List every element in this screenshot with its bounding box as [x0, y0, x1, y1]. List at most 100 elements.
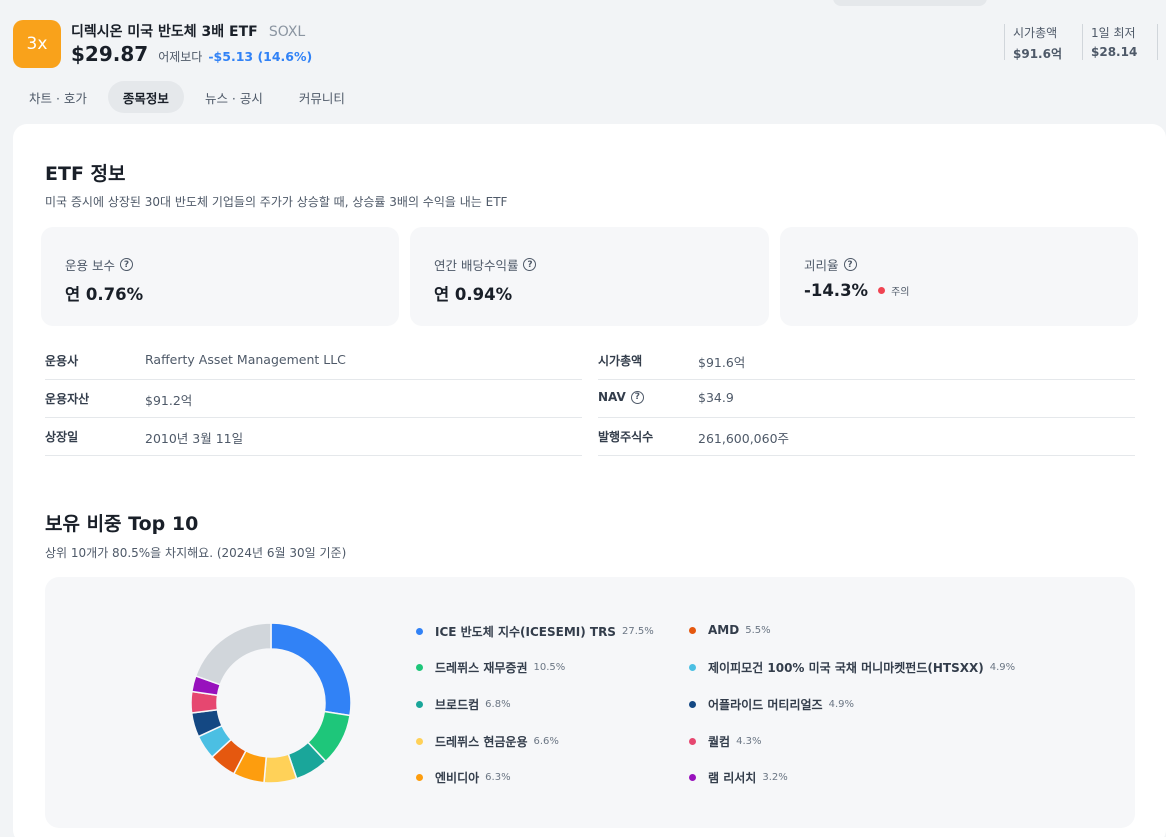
metric-label: 괴리율?: [804, 255, 857, 274]
legend-item: 램 리서치 3.2%: [689, 769, 788, 786]
help-icon[interactable]: ?: [843, 258, 857, 271]
legend-item: 제이피모건 100% 미국 국채 머니마켓펀드(HTSXX) 4.9%: [689, 659, 1015, 676]
legend-item: AMD 5.5%: [689, 623, 771, 637]
detail-key: 운용자산: [45, 392, 90, 406]
detail-value: 261,600,060주: [698, 431, 790, 446]
legend-pct: 6.8%: [485, 699, 511, 710]
help-icon[interactable]: ?: [523, 258, 537, 271]
legend-pct: 3.2%: [762, 772, 788, 783]
legend-dot: [689, 738, 696, 745]
legend-pct: 6.3%: [485, 772, 511, 783]
tab-news[interactable]: 뉴스 · 공시: [204, 90, 263, 106]
top-search-pill[interactable]: [833, 0, 987, 6]
legend-name: ICE 반도체 지수(ICESEMI) TRS: [435, 625, 616, 639]
detail-value: $91.6억: [698, 355, 746, 370]
price-change: -$5.13 (14.6%): [208, 49, 313, 64]
legend-name: 어플라이드 머티리얼즈: [708, 698, 823, 712]
legend-pct: 5.5%: [745, 624, 771, 636]
detail-key: 발행주식수: [598, 430, 654, 444]
legend-name: 제이피모건 100% 미국 국채 머니마켓펀드(HTSXX): [708, 661, 984, 675]
metric-premium-discount: 괴리율? -14.3% 주의: [780, 227, 1138, 326]
stat-label: 시가총액: [1013, 26, 1058, 40]
content-card: ETF 정보 미국 증시에 상장된 30대 반도체 기업들의 주가가 상승할 때…: [13, 124, 1166, 837]
stat-value: $91.6억: [1013, 47, 1062, 61]
metric-value: 연 0.76%: [65, 285, 144, 304]
metric-value: 연 0.94%: [434, 285, 513, 304]
legend-pct: 4.9%: [828, 699, 854, 710]
metric-dividend-yield: 연간 배당수익률? 연 0.94%: [410, 227, 769, 326]
detail-value: Rafferty Asset Management LLC: [145, 352, 346, 367]
holdings-title: 보유 비중 Top 10: [45, 513, 199, 535]
detail-row: 시가총액 $91.6억: [598, 342, 1135, 380]
legend-name: 브로드컴: [435, 698, 480, 712]
detail-key: NAV?: [598, 390, 644, 404]
holdings-donut-chart: [190, 622, 352, 784]
tab-bar: 차트 · 호가 종목정보 뉴스 · 공시 커뮤니티: [14, 81, 366, 113]
detail-key: 상장일: [45, 430, 79, 444]
stat-market-cap: 시가총액 $91.6억: [1004, 24, 1062, 61]
legend-pct: 27.5%: [621, 626, 654, 637]
tab-stock-info[interactable]: 종목정보: [107, 81, 184, 113]
legend-pct: 4.9%: [989, 662, 1016, 673]
metric-value-text: -14.3%: [804, 281, 869, 300]
stock-name: 디렉시온 미국 반도체 3배 ETF: [71, 24, 258, 40]
legend-name: 드레퓌스 재무증권: [435, 661, 528, 675]
price-row: $29.87 어제보다 -$5.13 (14.6%): [71, 42, 312, 66]
metric-expense-ratio: 운용 보수? 연 0.76%: [41, 227, 399, 326]
legend-item: 드레퓌스 재무증권 10.5%: [416, 659, 565, 676]
legend-dot: [689, 664, 696, 671]
detail-value: $91.2억: [145, 393, 193, 408]
stock-ticker: SOXL: [268, 24, 306, 40]
metric-label: 운용 보수?: [65, 255, 133, 274]
legend-dot: [689, 774, 696, 781]
tab-chart[interactable]: 차트 · 호가: [29, 90, 87, 106]
detail-row: 운용자산 $91.2억: [45, 380, 582, 418]
etf-description: 미국 증시에 상장된 30대 반도체 기업들의 주가가 상승할 때, 상승률 3…: [45, 195, 508, 209]
detail-value: 2010년 3월 11일: [145, 431, 244, 446]
holdings-subtitle: 상위 10개가 80.5%을 차지해요. (2024년 6월 30일 기준): [45, 546, 347, 560]
legend-pct: 10.5%: [533, 662, 566, 673]
detail-key-text: NAV: [598, 390, 626, 404]
legend-dot: [416, 664, 423, 671]
stat-day-low: 1일 최저 $28.14: [1082, 24, 1137, 60]
tab-community[interactable]: 커뮤니티: [298, 90, 345, 106]
stock-title: 디렉시온 미국 반도체 3배 ETF SOXL: [71, 21, 305, 41]
help-icon[interactable]: ?: [630, 390, 644, 404]
stat-label: 1일 최저: [1091, 26, 1136, 40]
detail-row: 운용사 Rafferty Asset Management LLC: [45, 342, 582, 380]
legend-item: ICE 반도체 지수(ICESEMI) TRS 27.5%: [416, 623, 654, 640]
legend-name: 드레퓌스 현금운용: [435, 735, 528, 749]
legend-name: AMD: [708, 623, 740, 637]
legend-dot: [689, 626, 696, 634]
leverage-badge: 3x: [13, 20, 61, 68]
legend-item: 어플라이드 머티리얼즈 4.9%: [689, 696, 854, 713]
donut-slice[interactable]: [270, 622, 352, 717]
legend-dot: [416, 628, 423, 635]
legend-item: 퀄컴 4.3%: [689, 733, 762, 750]
warning-dot-icon: [878, 287, 886, 294]
help-icon[interactable]: ?: [119, 258, 133, 271]
metric-label-text: 운용 보수: [65, 258, 115, 273]
stat-value: $28.14: [1091, 45, 1138, 59]
etf-info-title: ETF 정보: [45, 163, 126, 185]
header-stats: 시가총액 $91.6억 1일 최저 $28.14 1일 $3: [1004, 24, 1166, 61]
detail-row: NAV? $34.9: [598, 380, 1135, 418]
legend-dot: [416, 774, 423, 781]
legend-dot: [689, 701, 696, 708]
legend-dot: [416, 701, 423, 708]
current-price: $29.87: [71, 42, 149, 66]
legend-item: 엔비디아 6.3%: [416, 769, 511, 786]
stock-header: 3x 디렉시온 미국 반도체 3배 ETF SOXL $29.87 어제보다 -…: [13, 20, 1166, 76]
detail-row: 상장일 2010년 3월 11일: [45, 418, 582, 456]
legend-pct: 6.6%: [533, 736, 559, 747]
vs-yesterday-label: 어제보다: [158, 50, 203, 64]
legend-item: 브로드컴 6.8%: [416, 696, 511, 713]
donut-slice-other[interactable]: [194, 622, 272, 686]
holdings-panel: ICE 반도체 지수(ICESEMI) TRS 27.5% 드레퓌스 재무증권 …: [45, 577, 1135, 828]
legend-item: 드레퓌스 현금운용 6.6%: [416, 733, 559, 750]
metric-label: 연간 배당수익률?: [434, 255, 537, 274]
detail-row: 발행주식수 261,600,060주: [598, 418, 1135, 456]
legend-dot: [416, 738, 423, 745]
detail-value: $34.9: [698, 390, 734, 405]
detail-key: 운용사: [45, 354, 79, 368]
